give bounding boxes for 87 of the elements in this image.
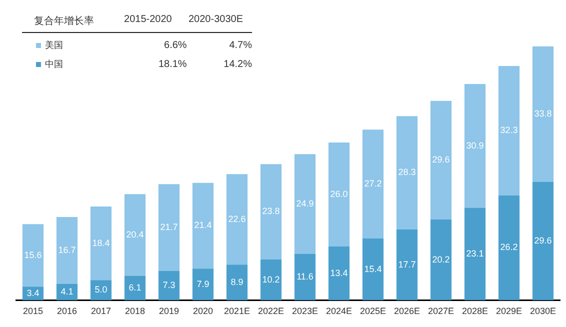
x-tick-label: 2028E	[462, 306, 488, 316]
annotation: 6.6%	[163, 40, 187, 51]
data-label: 23.1	[466, 248, 484, 258]
bar	[464, 84, 486, 208]
data-label: 20.2	[432, 254, 450, 264]
data-label: 24.9	[296, 198, 314, 208]
bar	[22, 224, 44, 287]
data-label: 15.6	[24, 250, 42, 260]
data-label: 21.7	[160, 222, 178, 232]
bar	[362, 130, 384, 239]
bar	[192, 182, 214, 269]
bar	[430, 100, 452, 220]
bar	[226, 264, 248, 300]
bar	[158, 270, 180, 300]
data-label: 16.7	[58, 244, 76, 255]
bar	[90, 280, 112, 300]
bar	[328, 142, 350, 247]
x-tick-label: 2019	[158, 306, 180, 316]
data-label: 11.6	[296, 271, 314, 282]
data-label: 32.3	[500, 125, 518, 136]
bar	[226, 174, 248, 265]
x-tick-label: 2029E	[496, 306, 522, 316]
data-label: 26.2	[500, 242, 518, 252]
bar	[260, 259, 282, 300]
annotation: 4.7%	[228, 40, 252, 51]
bar	[124, 276, 146, 300]
annotation: 18.1%	[157, 59, 187, 70]
data-label: 7.3	[162, 280, 176, 290]
data-label: 15.4	[364, 264, 382, 274]
x-tick-label: 2023E	[292, 306, 318, 316]
legend-label: 中国	[45, 58, 63, 71]
data-label: 5.0	[94, 284, 108, 295]
bar	[362, 238, 384, 300]
data-label: 27.2	[364, 178, 382, 189]
text: 复合年增长率	[33, 14, 95, 28]
x-tick-label: 2030E	[530, 306, 556, 316]
bar	[498, 66, 520, 196]
bar	[294, 154, 316, 254]
bar	[328, 246, 350, 300]
data-label: 29.6	[432, 154, 450, 165]
x-tick-label: 2026E	[394, 306, 420, 316]
data-label: 33.8	[534, 108, 552, 119]
data-label: 26.0	[330, 189, 348, 200]
data-label: 4.1	[60, 286, 74, 296]
data-label: 7.9	[196, 278, 210, 289]
data-label: 30.9	[466, 140, 484, 150]
data-label: 18.4	[92, 238, 110, 248]
data-label: 20.4	[126, 229, 144, 240]
x-tick-label: 2020	[192, 306, 214, 316]
data-label: 17.7	[398, 259, 416, 270]
bar	[192, 268, 214, 300]
annotation: 14.2%	[222, 59, 252, 70]
bar	[498, 195, 520, 300]
bar	[90, 206, 112, 280]
legend-label: 美国	[45, 39, 63, 52]
bar	[158, 184, 180, 271]
data-label: 28.3	[398, 167, 416, 178]
x-tick-label: 2025E	[360, 306, 386, 316]
bar	[56, 216, 78, 284]
bar	[396, 229, 418, 300]
bar	[430, 219, 452, 300]
data-label: 23.8	[262, 206, 280, 216]
data-label: 10.2	[262, 274, 280, 284]
data-label: 29.6	[534, 235, 552, 246]
x-tick-label: 2018	[124, 306, 146, 316]
x-tick-label: 2015	[22, 306, 44, 316]
data-label: 21.4	[194, 220, 212, 230]
x-tick-label: 2016	[56, 306, 78, 316]
data-label: 8.9	[230, 276, 244, 287]
bar	[124, 194, 146, 276]
x-tick-label: 2017	[90, 306, 112, 316]
bar	[532, 46, 554, 182]
x-tick-label: 2024E	[326, 306, 352, 316]
x-tick-label: 2021E	[224, 306, 250, 316]
text: 2020-3030E	[188, 14, 244, 27]
bar	[260, 164, 282, 260]
bar	[396, 116, 418, 230]
data-label: 13.4	[330, 268, 348, 278]
x-tick-label: 2027E	[428, 306, 454, 316]
bar	[532, 182, 554, 300]
data-label: 6.1	[128, 282, 142, 292]
text: 2015-2020	[124, 14, 173, 27]
data-label: 3.4	[26, 288, 40, 298]
bar	[294, 254, 316, 300]
data-label: 22.6	[228, 214, 246, 224]
x-tick-label: 2022E	[258, 306, 284, 316]
bar	[464, 208, 486, 300]
